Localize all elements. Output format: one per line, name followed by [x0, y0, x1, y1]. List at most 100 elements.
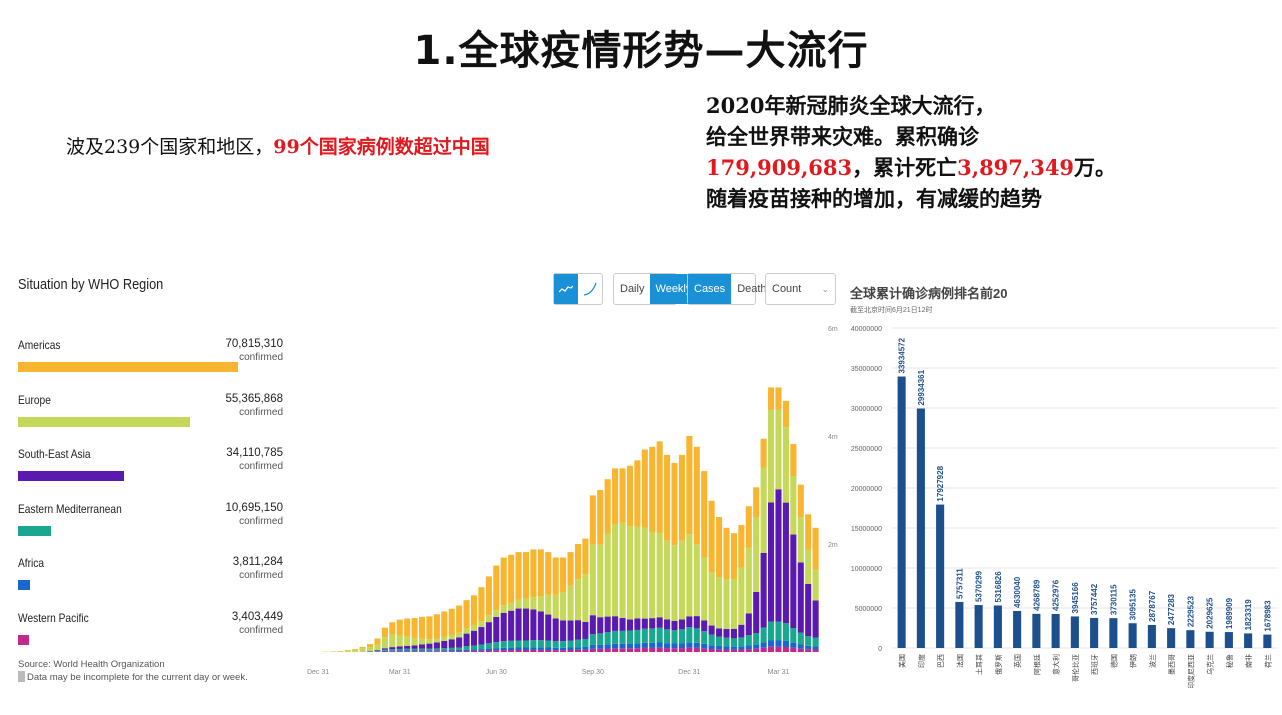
stacked-bar-segment[interactable] [582, 638, 589, 647]
stacked-bar-segment[interactable] [730, 649, 737, 652]
stacked-bar-segment[interactable] [782, 502, 789, 624]
stacked-bar-segment[interactable] [411, 651, 418, 652]
top20-bar[interactable] [993, 605, 1002, 648]
stacked-bar-segment[interactable] [656, 441, 663, 534]
stacked-bar-segment[interactable] [500, 612, 507, 642]
stacked-bar-segment[interactable] [641, 449, 648, 528]
stacked-bar-segment[interactable] [716, 636, 723, 646]
stacked-bar-segment[interactable] [381, 637, 388, 649]
stacked-bar-segment[interactable] [745, 506, 752, 548]
stacked-bar-segment[interactable] [716, 517, 723, 578]
stacked-bar-segment[interactable] [411, 617, 418, 638]
stacked-bar-segment[interactable] [456, 651, 463, 652]
stacked-bar-segment[interactable] [745, 645, 752, 650]
stacked-bar-segment[interactable] [701, 620, 708, 632]
stacked-bar-segment[interactable] [574, 620, 582, 640]
stacked-bar-segment[interactable] [337, 651, 344, 652]
stacked-bar-segment[interactable] [760, 642, 767, 648]
stacked-bar-segment[interactable] [418, 616, 426, 639]
stacked-bar-segment[interactable] [560, 647, 567, 651]
stacked-bar-segment[interactable] [478, 627, 485, 645]
stacked-bar-segment[interactable] [649, 531, 656, 619]
stacked-bar-segment[interactable] [463, 600, 470, 629]
stacked-bar-segment[interactable] [723, 579, 730, 630]
stacked-bar-segment[interactable] [456, 637, 463, 648]
stacked-bar-segment[interactable] [448, 647, 455, 651]
stacked-bar-segment[interactable] [374, 643, 381, 651]
stacked-bar-segment[interactable] [552, 647, 559, 651]
stacked-bar-segment[interactable] [530, 549, 537, 598]
stacked-bar-segment[interactable] [344, 650, 351, 651]
stacked-bar-segment[interactable] [805, 549, 812, 584]
stacked-bar-segment[interactable] [456, 605, 463, 633]
stacked-bar-segment[interactable] [426, 639, 433, 644]
stacked-bar-segment[interactable] [745, 649, 752, 652]
stacked-bar-segment[interactable] [537, 596, 544, 612]
stacked-bar-segment[interactable] [612, 648, 619, 652]
stacked-bar-segment[interactable] [441, 640, 448, 649]
stacked-bar-segment[interactable] [656, 533, 663, 618]
top20-bar[interactable] [1244, 633, 1253, 648]
stacked-bar-segment[interactable] [478, 649, 485, 651]
stacked-bar-segment[interactable] [500, 557, 507, 606]
stacked-bar-segment[interactable] [389, 647, 396, 650]
stacked-bar-segment[interactable] [671, 648, 678, 652]
stacked-bar-segment[interactable] [693, 446, 700, 545]
stacked-bar-segment[interactable] [582, 538, 589, 575]
stacked-bar-segment[interactable] [641, 628, 648, 643]
stacked-bar-segment[interactable] [775, 409, 782, 490]
stacked-bar-segment[interactable] [567, 647, 574, 651]
stacked-bar-segment[interactable] [515, 599, 522, 609]
stacked-bar-segment[interactable] [545, 650, 552, 652]
region-item[interactable]: Africa 3,811,284 confirmed [18, 556, 283, 606]
stacked-bar-segment[interactable] [589, 648, 596, 652]
stacked-bar-segment[interactable] [530, 647, 537, 650]
stacked-bar-segment[interactable] [708, 572, 715, 626]
stacked-bar-segment[interactable] [678, 629, 685, 644]
stacked-bar-segment[interactable] [604, 644, 611, 649]
daily-button[interactable]: Daily [620, 283, 645, 295]
stacked-bar-segment[interactable] [671, 545, 678, 621]
stacked-bar-segment[interactable] [485, 643, 492, 649]
stacked-bar-segment[interactable] [708, 500, 715, 573]
stacked-bar-segment[interactable] [745, 635, 752, 646]
stacked-bar-segment[interactable] [716, 645, 723, 650]
top20-bar[interactable] [936, 504, 945, 648]
stacked-bar-segment[interactable] [463, 646, 470, 650]
stacked-bar-segment[interactable] [738, 525, 745, 568]
stacked-bar-segment[interactable] [664, 540, 671, 620]
top20-bar[interactable] [1224, 632, 1233, 648]
stacked-bar-segment[interactable] [522, 552, 530, 599]
stacked-bar-segment[interactable] [508, 602, 515, 611]
stacked-bar-segment[interactable] [701, 557, 708, 621]
stacked-bar-segment[interactable] [782, 623, 789, 641]
stacked-bar-segment[interactable] [760, 467, 767, 553]
stacked-bar-segment[interactable] [470, 645, 478, 650]
stacked-bar-segment[interactable] [441, 636, 448, 641]
stacked-bar-segment[interactable] [567, 585, 574, 621]
stacked-bar-segment[interactable] [574, 647, 582, 650]
stacked-bar-segment[interactable] [396, 634, 403, 647]
stacked-bar-segment[interactable] [626, 526, 633, 620]
stacked-bar-segment[interactable] [701, 631, 708, 644]
stacked-bar-segment[interactable] [619, 468, 626, 523]
stacked-bar-segment[interactable] [782, 640, 789, 647]
stacked-bar-segment[interactable] [589, 615, 596, 634]
stacked-bar-segment[interactable] [493, 565, 500, 611]
region-item[interactable]: Americas 70,815,310 confirmed [18, 338, 283, 388]
top20-bar[interactable] [1147, 624, 1156, 648]
stacked-bar-segment[interactable] [389, 634, 396, 648]
stacked-bar-segment[interactable] [790, 647, 797, 652]
stacked-bar-segment[interactable] [753, 648, 760, 652]
stacked-bar-segment[interactable] [485, 576, 492, 616]
stacked-bar-segment[interactable] [500, 650, 507, 652]
stacked-bar-segment[interactable] [470, 650, 478, 652]
stacked-bar-segment[interactable] [738, 567, 745, 625]
stacked-bar-segment[interactable] [396, 646, 403, 649]
stacked-bar-segment[interactable] [723, 646, 730, 650]
stacked-bar-segment[interactable] [515, 608, 522, 641]
stacked-bar-segment[interactable] [522, 640, 530, 648]
stacked-bar-segment[interactable] [775, 621, 782, 641]
stacked-bar-segment[interactable] [418, 650, 426, 652]
stacked-bar-segment[interactable] [448, 651, 455, 652]
